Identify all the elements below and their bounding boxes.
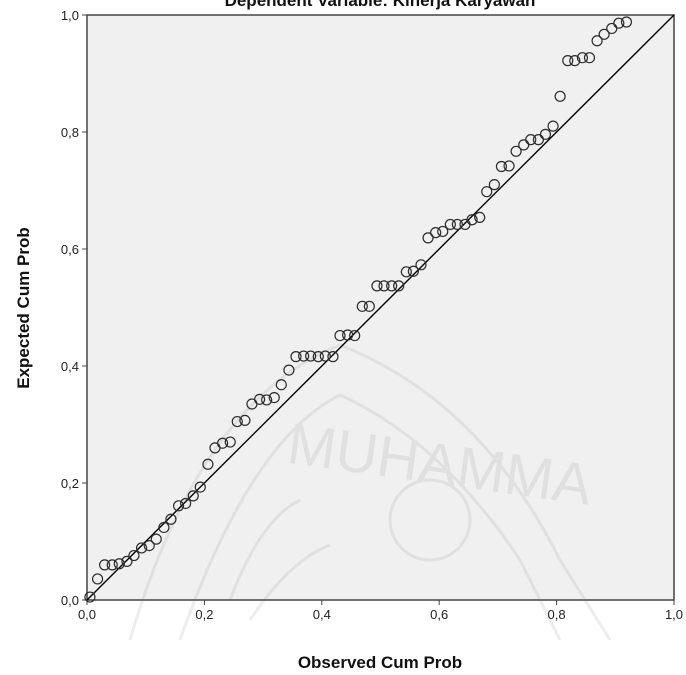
data-point	[510, 145, 522, 157]
data-point	[591, 35, 603, 47]
data-point	[327, 351, 339, 363]
data-point	[606, 22, 618, 35]
data-point	[466, 214, 478, 226]
x-tick-label: 0,2	[195, 607, 213, 622]
data-point	[495, 160, 508, 173]
data-point	[481, 186, 493, 198]
y-tick-label: 0,6	[61, 242, 79, 257]
data-point	[539, 128, 552, 140]
data-point	[121, 555, 133, 567]
data-point	[488, 179, 500, 191]
data-point	[583, 52, 596, 64]
data-point	[620, 16, 633, 28]
data-point	[290, 351, 302, 363]
data-point	[363, 300, 375, 312]
data-point	[165, 513, 177, 525]
reference-line	[86, 14, 675, 601]
data-point	[400, 266, 412, 278]
data-point	[532, 134, 545, 146]
data-point	[319, 350, 331, 362]
data-point	[158, 521, 170, 534]
data-point	[194, 481, 206, 493]
data-point	[598, 28, 610, 40]
data-point	[342, 329, 354, 341]
y-tick-label: 0,0	[61, 593, 79, 608]
data-point	[231, 415, 243, 428]
data-point	[239, 414, 251, 427]
data-point	[224, 436, 236, 448]
data-point	[451, 218, 463, 231]
x-tick-label: 1,0	[665, 607, 683, 622]
y-tick-label: 0,2	[61, 476, 79, 491]
data-point	[407, 265, 419, 277]
data-point	[261, 394, 273, 406]
data-point	[128, 549, 140, 562]
data-point	[106, 559, 118, 571]
data-point	[437, 225, 449, 238]
y-tick-label: 0,4	[61, 359, 79, 374]
data-point	[371, 280, 383, 292]
data-point	[180, 497, 192, 510]
data-point	[474, 211, 486, 224]
data-point	[91, 573, 104, 585]
data-point	[569, 55, 581, 67]
data-point	[503, 160, 515, 172]
data-point	[312, 351, 324, 363]
data-point	[422, 232, 434, 244]
data-point	[253, 393, 266, 405]
data-point	[518, 139, 530, 151]
data-point	[430, 227, 442, 239]
x-tick-label: 0,8	[548, 607, 566, 622]
data-point	[547, 120, 559, 132]
data-point	[444, 218, 456, 231]
x-tick-label: 0,6	[430, 607, 448, 622]
data-point	[275, 379, 287, 391]
chart-title: Dependent Variable: Kinerja Karyawan	[225, 0, 536, 10]
data-point	[378, 280, 390, 292]
data-point	[202, 458, 214, 470]
data-point	[143, 539, 155, 552]
y-axis-title: Expected Cum Prob	[14, 227, 33, 389]
data-point	[386, 280, 398, 292]
y-tick-label: 0,8	[61, 125, 79, 140]
data-point	[187, 490, 199, 502]
data-points	[84, 16, 633, 603]
data-point	[334, 329, 346, 342]
data-point	[268, 391, 280, 404]
x-tick-label: 0,4	[313, 607, 331, 622]
data-point	[283, 364, 295, 376]
data-point	[562, 55, 574, 67]
data-point	[99, 559, 111, 571]
data-point	[525, 134, 537, 146]
data-point	[349, 329, 361, 342]
axis-ticks: 0,0 0,2 0,4 0,6 0,8 1,0 0,0 0,2 0,4 0,6 0,8 1,0	[61, 8, 683, 622]
data-point	[172, 500, 185, 512]
data-point	[298, 350, 310, 362]
data-point	[305, 350, 317, 362]
reference-line-group	[86, 14, 675, 601]
y-tick-label: 1,0	[61, 8, 79, 23]
data-point	[84, 591, 96, 603]
data-point	[613, 17, 625, 29]
data-point	[576, 52, 589, 64]
x-tick-label: 0,0	[78, 607, 96, 622]
data-point	[150, 533, 162, 545]
data-point	[393, 280, 405, 292]
x-axis-title: Observed Cum Prob	[298, 653, 462, 672]
data-point	[135, 542, 148, 554]
data-point	[113, 558, 125, 570]
data-point	[554, 90, 566, 102]
data-point	[356, 300, 368, 312]
data-point	[415, 259, 427, 271]
data-point	[216, 437, 229, 449]
